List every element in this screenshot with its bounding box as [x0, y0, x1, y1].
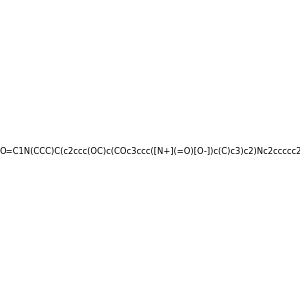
Text: O=C1N(CCC)C(c2ccc(OC)c(COc3ccc([N+](=O)[O-])c(C)c3)c2)Nc2ccccc21: O=C1N(CCC)C(c2ccc(OC)c(COc3ccc([N+](=O)[… — [0, 147, 300, 156]
